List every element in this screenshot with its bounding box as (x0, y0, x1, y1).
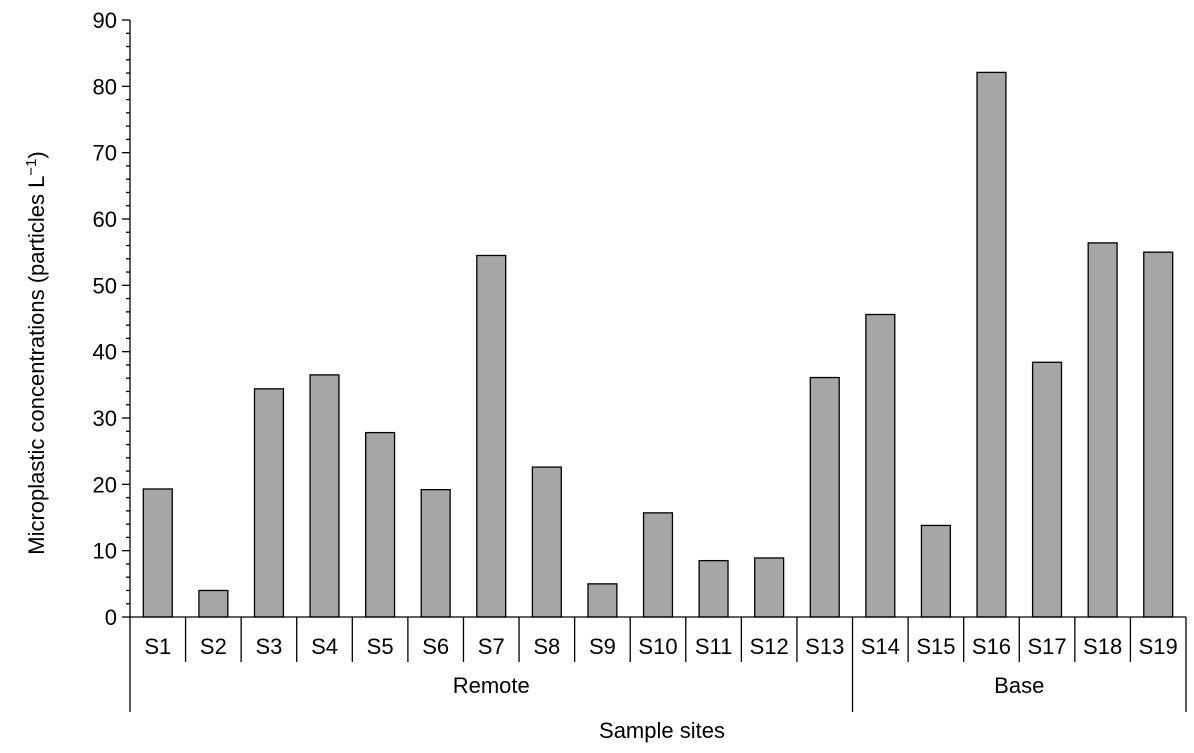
category-label: S13 (805, 634, 844, 659)
y-tick-label: 0 (105, 605, 117, 630)
y-axis-title-close: ) (24, 151, 49, 158)
category-label: S17 (1027, 634, 1066, 659)
bar-S14 (865, 313, 896, 618)
category-label: S10 (638, 634, 677, 659)
y-tick-label: 90 (93, 8, 117, 33)
y-tick-label: 80 (93, 74, 117, 99)
y-axis-title: Microplastic concentrations (particles L… (23, 151, 49, 554)
y-tick-label: 20 (93, 472, 117, 497)
category-label: S12 (750, 634, 789, 659)
x-axis-title: Sample sites (599, 718, 725, 743)
bar-S5 (365, 431, 396, 618)
category-label: S9 (589, 634, 616, 659)
bar-S18 (1087, 242, 1118, 618)
y-axis: 0 10 20 30 40 50 60 70 80 90 (93, 8, 131, 630)
bar-S9 (587, 583, 618, 618)
category-label: S14 (861, 634, 900, 659)
y-tick-label: 10 (93, 539, 117, 564)
category-label: S4 (311, 634, 338, 659)
bar-S10 (642, 512, 674, 618)
bar-S15 (920, 524, 951, 618)
bars (142, 71, 1174, 618)
y-axis-title-main: Microplastic concentrations (particles L (24, 176, 49, 555)
category-label: S3 (255, 634, 282, 659)
x-axis: S1 S2 S3 S4 S5 S6 S7 S8 S9 S10 S11 S12 S13 S14 S15 S16 S… (129, 616, 1187, 712)
bar-S7 (476, 254, 507, 618)
category-label: S1 (144, 634, 171, 659)
bar-S16 (976, 71, 1007, 618)
category-label: S15 (916, 634, 955, 659)
y-tick-label: 70 (93, 141, 117, 166)
bar-S4 (309, 374, 340, 618)
category-label: S7 (478, 634, 505, 659)
category-label: S19 (1139, 634, 1178, 659)
bar-S3 (253, 388, 285, 618)
y-tick-label: 30 (93, 406, 117, 431)
category-label: S2 (200, 634, 227, 659)
category-label: S16 (972, 634, 1011, 659)
bar-S2 (198, 589, 229, 618)
bar-S1 (142, 488, 173, 618)
category-label: S11 (695, 634, 733, 659)
bar-S17 (1031, 361, 1063, 618)
bar-S19 (1143, 251, 1174, 618)
category-label: S6 (422, 634, 449, 659)
bar-S11 (698, 559, 729, 618)
y-tick-label: 50 (93, 273, 117, 298)
group-label: Base (994, 673, 1044, 698)
category-label: S5 (367, 634, 394, 659)
y-tick-label: 40 (93, 340, 117, 365)
y-tick-label: 60 (93, 207, 117, 232)
category-label: S8 (533, 634, 560, 659)
bar-S8 (531, 466, 562, 618)
bar-S12 (754, 557, 785, 618)
category-label: S18 (1083, 634, 1122, 659)
group-label: Remote (453, 673, 530, 698)
y-axis-title-unit: −1 (23, 159, 40, 176)
bar-S6 (420, 488, 451, 618)
bar-S13 (809, 376, 840, 618)
